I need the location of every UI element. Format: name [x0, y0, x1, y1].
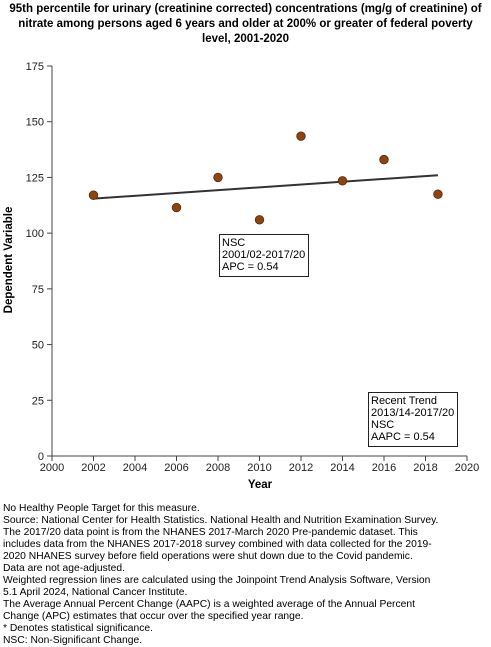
data-point: [379, 154, 389, 165]
chart-plot: 0 25 50 75 100 125 150 175 2000 2002 2004 2006 2008 2…: [3, 61, 479, 491]
data-point: [88, 190, 99, 200]
x-tick-label: 2018: [413, 462, 437, 474]
data-point: [337, 176, 348, 186]
footnote-line: 2020 NHANES survey before field operatio…: [3, 551, 413, 562]
x-tick-label: 2004: [123, 462, 147, 474]
x-tick-label: 2002: [81, 462, 105, 474]
footnote-line: * Denotes statistical significance.: [3, 623, 153, 634]
annotation-line: NSC: [371, 419, 395, 431]
footnote-line: No Healthy People Target for this measur…: [3, 503, 200, 514]
y-tick-label: 25: [32, 395, 44, 407]
data-point: [254, 215, 265, 225]
x-tick-label: 2016: [372, 462, 396, 474]
footnote-line: The 2017/20 data point is from the NHANE…: [3, 527, 418, 538]
annotation-line: NSC: [222, 237, 246, 249]
x-axis-label: Year: [248, 479, 273, 491]
annotation-line: Recent Trend: [371, 395, 438, 407]
footnote-line: 5.1 April 2024, National Cancer Institut…: [3, 587, 188, 598]
y-tick-label: 75: [32, 284, 44, 296]
y-tick-label: 50: [32, 340, 44, 352]
x-tick-label: 2000: [40, 462, 64, 474]
y-tick-label: 175: [26, 61, 44, 73]
chart-title: 95th percentile for urinary (creatinine …: [0, 2, 491, 47]
data-point: [296, 131, 306, 141]
annotation-overall-trend: NSC 2001/02-2017/20 APC = 0.54: [219, 234, 310, 277]
trend-line: [93, 174, 439, 200]
data-point: [171, 202, 182, 213]
footnote-line: The Average Annual Percent Change (AAPC)…: [3, 599, 415, 610]
y-tick-label: 0: [38, 451, 44, 463]
y-tick-label: 150: [26, 117, 44, 129]
y-axis-label: Dependent Variable: [3, 207, 15, 314]
x-tick-label: 2020: [455, 462, 479, 474]
x-tick-label: 2014: [330, 462, 354, 474]
footnote-line: Source: National Center for Health Stati…: [3, 515, 439, 526]
footnote-line: NSC: Non-Significant Change.: [3, 635, 143, 646]
x-tick-label: 2008: [206, 462, 230, 474]
x-tick-label: 2012: [289, 462, 313, 474]
annotation-line: 2013/14-2017/20: [371, 407, 455, 419]
annotation-line: APC = 0.54: [222, 261, 279, 273]
annotation-recent-trend: Recent Trend 2013/14-2017/20 NSC AAPC = …: [368, 392, 459, 447]
chart-title-line: nitrate among persons aged 6 years and o…: [18, 18, 473, 30]
data-point: [433, 189, 443, 199]
footnote-line: Change (APC) estimates that occur over t…: [3, 611, 304, 622]
y-tick-label: 125: [26, 172, 44, 184]
chart-title-line: level, 2001-2020: [202, 33, 289, 45]
data-point: [213, 172, 223, 183]
footnote-line: Weighted regression lines are calculated…: [3, 575, 431, 586]
footnote-line: Data are not age-adjusted.: [3, 563, 125, 574]
x-tick-label: 2006: [164, 462, 188, 474]
footnote-line: includes data from the NHANES 2017-2018 …: [3, 539, 432, 550]
x-tick-label: 2010: [247, 462, 271, 474]
annotation-line: 2001/02-2017/20: [222, 249, 306, 261]
y-tick-label: 100: [26, 228, 44, 240]
annotation-line: AAPC = 0.54: [371, 431, 435, 443]
chart-title-line: 95th percentile for urinary (creatinine …: [9, 3, 482, 15]
footnotes: No Healthy People Target for this measur…: [3, 503, 489, 647]
